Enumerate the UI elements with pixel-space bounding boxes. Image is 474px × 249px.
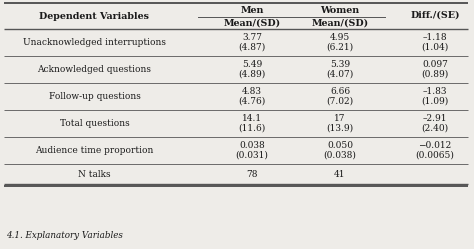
Text: (4.87): (4.87) [238,43,265,52]
Text: Mean/(SD): Mean/(SD) [223,18,281,27]
Text: Mean/(SD): Mean/(SD) [311,18,369,27]
Text: Unacknowledged interruptions: Unacknowledged interruptions [23,38,166,47]
Text: (11.6): (11.6) [238,124,265,132]
Text: (4.89): (4.89) [238,69,265,79]
Text: N talks: N talks [78,170,111,179]
Text: 5.39: 5.39 [330,61,350,69]
Text: (6.21): (6.21) [327,43,354,52]
Text: (0.038): (0.038) [324,151,356,160]
Text: (2.40): (2.40) [421,124,448,132]
Text: 41: 41 [334,170,346,179]
Text: Women: Women [320,5,360,14]
Text: (1.04): (1.04) [421,43,448,52]
Text: Acknowledged questions: Acknowledged questions [37,65,152,74]
Text: Dependent Variables: Dependent Variables [39,11,149,20]
Text: Audience time proportion: Audience time proportion [35,146,154,155]
Text: Diff./(SE): Diff./(SE) [410,10,460,19]
Text: (1.09): (1.09) [421,97,448,106]
Text: –2.91: –2.91 [423,114,447,124]
Text: 17: 17 [334,114,346,124]
Text: 0.038: 0.038 [239,141,265,150]
Text: –1.18: –1.18 [423,33,447,42]
Text: (0.0065): (0.0065) [416,151,455,160]
Text: (0.031): (0.031) [236,151,268,160]
Text: 0.097: 0.097 [422,61,448,69]
Text: (13.9): (13.9) [327,124,354,132]
Text: Men: Men [240,5,264,14]
Text: (4.76): (4.76) [238,97,265,106]
Text: (7.02): (7.02) [327,97,354,106]
Text: 0.050: 0.050 [327,141,353,150]
Text: 4.83: 4.83 [242,87,262,96]
Text: (0.89): (0.89) [421,69,448,79]
Text: −0.012: −0.012 [419,141,452,150]
Text: –1.83: –1.83 [423,87,447,96]
Text: (4.07): (4.07) [327,69,354,79]
Text: 4.1. Explanatory Variables: 4.1. Explanatory Variables [6,231,123,240]
Text: 3.77: 3.77 [242,33,262,42]
Text: Total questions: Total questions [60,119,129,128]
Text: 14.1: 14.1 [242,114,262,124]
Text: 6.66: 6.66 [330,87,350,96]
Text: 78: 78 [246,170,258,179]
Text: Follow-up questions: Follow-up questions [48,92,140,101]
Text: 5.49: 5.49 [242,61,262,69]
Text: 4.95: 4.95 [330,33,350,42]
